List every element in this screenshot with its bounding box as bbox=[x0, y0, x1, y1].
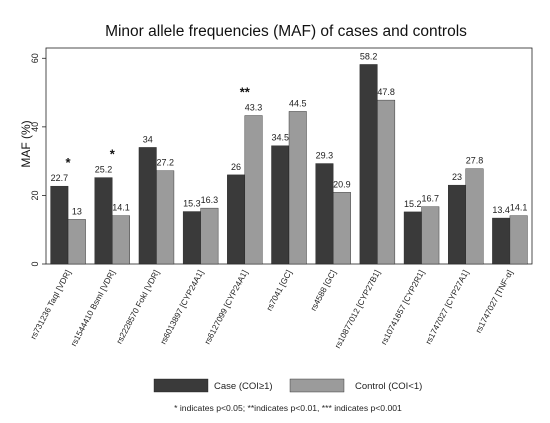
bar-case bbox=[492, 217, 511, 265]
bars bbox=[50, 64, 528, 265]
legend: Case (COI≥1) Control (COI<1) bbox=[153, 378, 422, 393]
legend-swatch-control bbox=[289, 378, 345, 393]
bar-control bbox=[332, 192, 351, 265]
bar-case bbox=[227, 174, 246, 265]
legend-label-case: Case (COI≥1) bbox=[214, 381, 273, 392]
x-tick-label: rs2228570 FokI [VDR] bbox=[114, 268, 161, 345]
bar-control bbox=[465, 168, 484, 265]
bar-control bbox=[288, 111, 307, 265]
legend-swatch-case bbox=[153, 378, 209, 393]
y-tick-label: 60 bbox=[30, 53, 40, 63]
value-label: 13 bbox=[72, 206, 82, 216]
legend-label-control: Control (COI<1) bbox=[355, 381, 422, 392]
significance-mark: ** bbox=[240, 85, 251, 100]
y-axis-label: MAF (%) bbox=[19, 120, 33, 167]
x-tick-label: rs1747027 [CYP27A1] bbox=[423, 268, 471, 346]
value-label: 22.7 bbox=[51, 173, 69, 183]
x-tick-label: rs10741657 [CYP2R1] bbox=[379, 268, 427, 346]
value-label: 27.2 bbox=[156, 158, 174, 168]
x-tick-label: rs7041 [GC] bbox=[264, 268, 294, 312]
bar-control bbox=[244, 115, 263, 265]
value-label: 13.4 bbox=[492, 205, 510, 215]
y-axis: 0 20 40 60 bbox=[30, 53, 46, 267]
x-tick-label: rs731236 TaqI [VDR] bbox=[28, 268, 73, 341]
value-label: 43.3 bbox=[245, 103, 263, 113]
value-label: 20.9 bbox=[333, 179, 351, 189]
x-tick-label: rs4588 [GC] bbox=[308, 268, 338, 312]
bar-control bbox=[112, 215, 130, 265]
bar-case bbox=[315, 163, 334, 265]
bar-case bbox=[138, 147, 157, 265]
value-label: 47.8 bbox=[377, 87, 395, 97]
y-tick-label: 40 bbox=[30, 122, 40, 132]
bar-case bbox=[94, 177, 113, 265]
bar-case bbox=[50, 185, 69, 265]
value-label: 23 bbox=[452, 172, 462, 182]
significance-mark: * bbox=[66, 155, 72, 170]
value-label: 34.5 bbox=[271, 133, 289, 143]
chart-title: Minor allele frequencies (MAF) of cases … bbox=[105, 23, 467, 40]
value-label: 15.2 bbox=[404, 199, 422, 209]
bar-case bbox=[359, 64, 378, 265]
bar-case bbox=[271, 145, 290, 265]
bar-control bbox=[200, 207, 219, 265]
bar-control bbox=[377, 99, 396, 265]
value-label: 16.3 bbox=[201, 195, 219, 205]
value-label: 58.2 bbox=[360, 51, 378, 61]
value-labels: 22.7 13 25.2 14.1 34 27.2 15.3 16.3 26 43.3 34.5 44… bbox=[51, 51, 528, 216]
value-label: 27.8 bbox=[466, 156, 484, 166]
x-tick-label: rs6127099 [CYP24A1] bbox=[202, 268, 250, 346]
value-label: 29.3 bbox=[316, 151, 334, 161]
x-tick-label: rs1544410 BsmI [VDR] bbox=[68, 268, 117, 348]
bar-control bbox=[67, 219, 86, 265]
value-label: 14.1 bbox=[510, 203, 528, 213]
x-tick-label: rs6013897 [CYP24A1] bbox=[158, 268, 206, 346]
value-label: 34 bbox=[143, 134, 153, 144]
value-label: 14.1 bbox=[112, 203, 130, 213]
y-tick-label: 20 bbox=[30, 190, 40, 200]
x-axis-tick-labels: rs731236 TaqI [VDR]rs1544410 BsmI [VDR]r… bbox=[28, 268, 515, 350]
x-tick-label: rs1747027 [TNF-α] bbox=[473, 268, 515, 334]
value-label: 44.5 bbox=[289, 98, 307, 108]
y-tick-label: 0 bbox=[30, 261, 40, 266]
bar-case bbox=[182, 211, 201, 265]
significance-marks: **** bbox=[66, 85, 251, 171]
footnote: * indicates p<0.05; **indicates p<0.01, … bbox=[174, 403, 402, 413]
value-label: 16.7 bbox=[422, 194, 440, 204]
bar-control bbox=[509, 215, 528, 265]
bar-control bbox=[421, 206, 440, 265]
bar-control bbox=[156, 170, 175, 265]
significance-mark: * bbox=[110, 147, 116, 162]
value-label: 25.2 bbox=[95, 165, 113, 175]
bar-case bbox=[448, 184, 466, 265]
value-label: 15.3 bbox=[183, 199, 201, 209]
x-tick-label: rs10877012 [CYP27B1] bbox=[332, 268, 382, 350]
value-label: 26 bbox=[231, 162, 241, 172]
bar-case bbox=[403, 211, 422, 265]
